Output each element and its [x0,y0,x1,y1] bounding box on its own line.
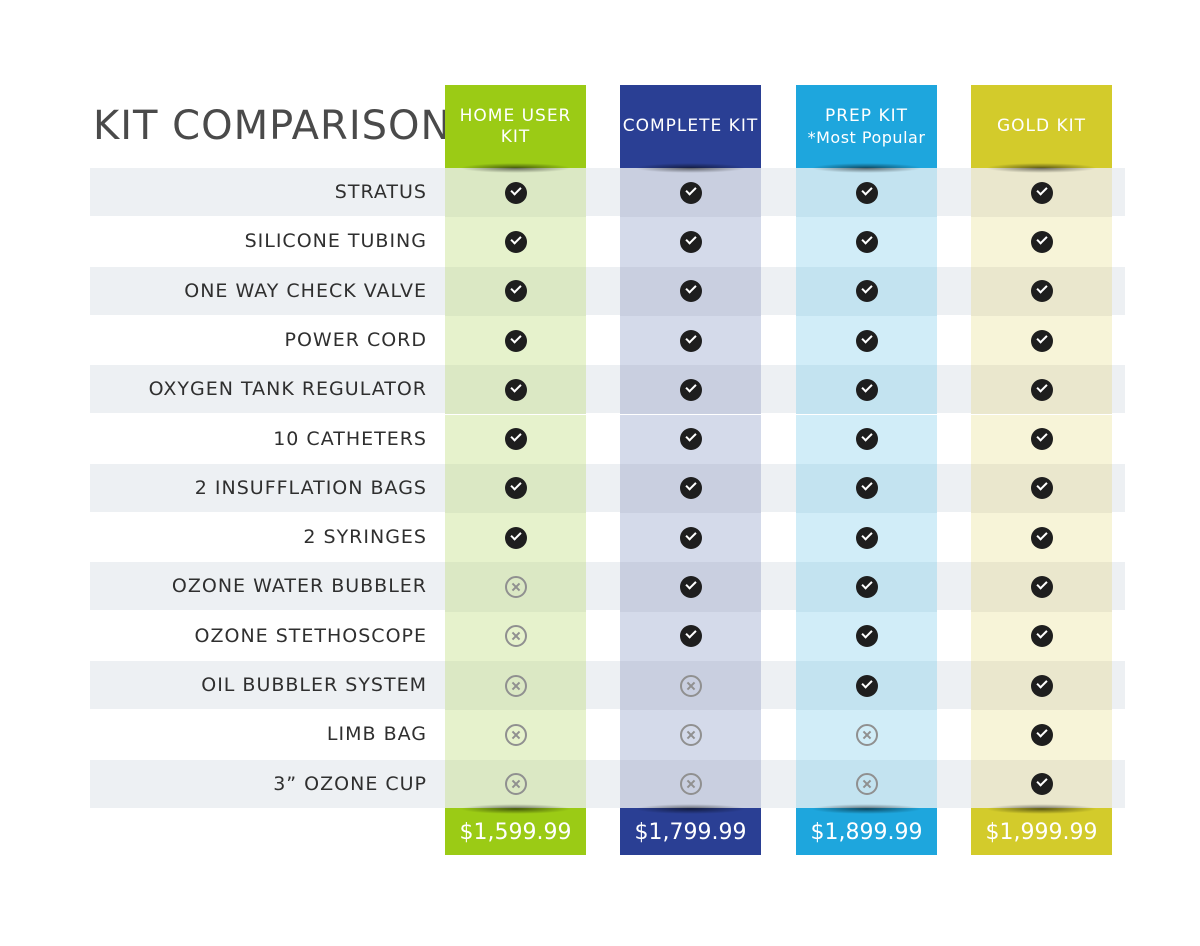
check-icon [855,181,878,204]
feature-label: POWER CORD [284,328,427,351]
cross-icon [855,773,878,796]
check-icon [1030,625,1053,648]
cross-icon [504,773,527,796]
check-icon [1030,526,1053,549]
check-icon [1030,723,1053,746]
feature-label: OXYGEN TANK REGULATOR [148,378,427,401]
kit-price: $1,599.99 [445,808,586,855]
kit-price: $1,999.99 [971,808,1112,855]
kit-name: COMPLETE KIT [622,116,759,136]
check-icon [855,625,878,648]
cross-icon [855,723,878,746]
feature-label: 10 CATHETERS [273,427,427,450]
table-row [90,562,1125,611]
feature-label: 2 SYRINGES [303,526,427,549]
kit-header: GOLD KIT [971,85,1112,168]
check-icon [679,181,702,204]
kit-name: GOLD KIT [996,116,1087,136]
cross-icon [679,674,702,697]
check-icon [1030,674,1053,697]
check-icon [1030,329,1053,352]
check-icon [504,378,527,401]
check-icon [679,576,702,599]
cross-icon [679,723,702,746]
cross-icon [504,625,527,648]
check-icon [855,280,878,303]
check-icon [679,625,702,648]
check-icon [1030,230,1053,253]
check-icon [504,428,527,451]
check-icon [1030,280,1053,303]
check-icon [1030,477,1053,500]
check-icon [855,329,878,352]
check-icon [1030,428,1053,451]
header-shadow [986,163,1097,173]
price-shadow [460,804,571,814]
kit-header: COMPLETE KIT [620,85,761,168]
check-icon [504,230,527,253]
feature-label: ONE WAY CHECK VALVE [184,279,427,302]
kit-name: HOME USER [459,105,572,126]
feature-label: 3” OZONE CUP [273,772,427,795]
feature-label: OZONE STETHOSCOPE [194,624,427,647]
table-row [90,661,1125,709]
check-icon [679,526,702,549]
feature-label: STRATUS [334,181,427,203]
check-icon [504,477,527,500]
check-icon [679,428,702,451]
page-title: KIT COMPARISON [93,103,452,149]
check-icon [504,181,527,204]
table-row [90,266,1125,315]
feature-label: SILICONE TUBING [244,230,427,253]
cross-icon [504,576,527,599]
check-icon [504,526,527,549]
check-icon [855,576,878,599]
table-row [90,365,1125,414]
header-shadow [460,163,571,173]
kit-price: $1,799.99 [620,808,761,855]
check-icon [679,230,702,253]
check-icon [1030,181,1053,204]
kit-header: PREP KIT *Most Popular [796,85,937,168]
check-icon [855,526,878,549]
price-shadow [986,804,1097,814]
kit-name-line2: KIT [500,126,531,147]
check-icon [1030,773,1053,796]
check-icon [855,378,878,401]
price-shadow [811,804,922,814]
check-icon [855,230,878,253]
table-row [90,463,1125,512]
header-shadow [635,163,746,173]
feature-label: 2 INSUFFLATION BAGS [194,476,427,499]
cross-icon [504,674,527,697]
check-icon [855,477,878,500]
check-icon [679,329,702,352]
check-icon [679,280,702,303]
feature-label: OIL BUBBLER SYSTEM [201,674,427,696]
check-icon [855,674,878,697]
cross-icon [679,773,702,796]
price-shadow [635,804,746,814]
kit-name: PREP KIT [824,105,908,126]
table-row [90,759,1125,808]
check-icon [504,329,527,352]
kit-name-line2: *Most Popular [807,127,926,147]
feature-label: LIMB BAG [326,723,427,746]
check-icon [679,477,702,500]
check-icon [1030,378,1053,401]
kit-price: $1,899.99 [796,808,937,855]
check-icon [1030,576,1053,599]
header-shadow [811,163,922,173]
check-icon [504,280,527,303]
feature-label: OZONE WATER BUBBLER [171,575,427,598]
cross-icon [504,723,527,746]
kit-header: HOME USER KIT [445,85,586,168]
check-icon [855,428,878,451]
check-icon [679,378,702,401]
table-row [90,168,1125,216]
